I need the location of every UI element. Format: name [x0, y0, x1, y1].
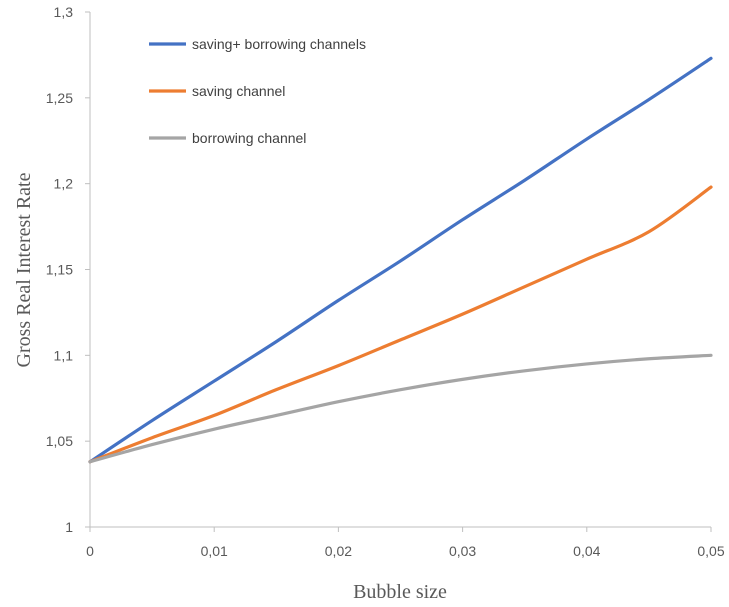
- series-line-0: [88, 56, 713, 464]
- y-tick-label: 1,25: [46, 90, 73, 106]
- legend-label: saving+ borrowing channels: [192, 36, 366, 52]
- y-axis: 1 1,05 1,1 1,15 1,2 1,25 1,3: [46, 4, 91, 535]
- x-tick-label: 0: [86, 543, 94, 559]
- x-axis-title: Bubble size: [353, 581, 447, 603]
- y-tick-label: 1,2: [54, 176, 74, 192]
- y-axis-title: Gross Real Interest Rate: [13, 172, 35, 367]
- x-tick-label: 0,01: [201, 543, 228, 559]
- x-tick-label: 0,04: [573, 543, 600, 559]
- y-tick-label: 1,3: [54, 4, 74, 20]
- y-tick-label: 1,15: [46, 262, 73, 278]
- legend: saving+ borrowing channels saving channel…: [149, 36, 366, 146]
- y-tick-label: 1,05: [46, 433, 73, 449]
- series-line-1: [88, 185, 713, 464]
- x-axis: 0 0,01 0,02 0,03 0,04 0,05: [86, 526, 725, 559]
- y-tick-label: 1,1: [54, 347, 74, 363]
- y-tick-label: 1: [65, 519, 73, 535]
- x-tick-label: 0,05: [697, 543, 724, 559]
- legend-label: borrowing channel: [192, 130, 306, 146]
- series-line-2: [88, 353, 713, 464]
- series-lines: [88, 56, 713, 464]
- x-tick-label: 0,03: [449, 543, 476, 559]
- legend-label: saving channel: [192, 83, 285, 99]
- x-tick-label: 0,02: [325, 543, 352, 559]
